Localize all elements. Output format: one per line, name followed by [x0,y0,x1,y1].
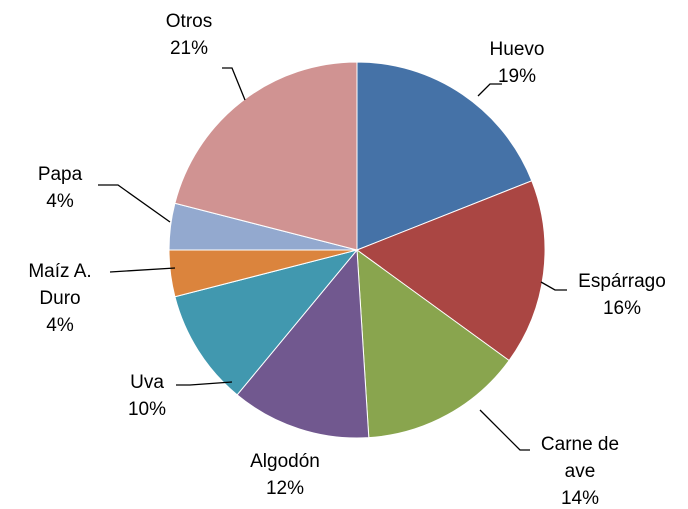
leader-line [479,409,530,451]
pie-slice [174,249,359,396]
slice-value: 14% [560,488,600,509]
slice-label: Uva 10% [107,369,187,423]
slice-name: Huevo [489,39,545,60]
slice-label: Papa 4% [20,161,100,215]
slice-label: Otros 21% [149,8,229,62]
slice-name: Papa [37,164,83,185]
pie-slice [356,248,510,439]
leader-line [98,184,171,223]
slice-value: 4% [46,315,74,336]
pie-slice [236,248,370,439]
slice-label: Maíz A. Duro 4% [15,258,105,339]
pie-slice [355,180,546,362]
slice-name: Carne de ave [540,434,620,482]
slice-label: Algodón 12% [230,448,340,502]
slice-value: 21% [169,38,209,59]
slice-name: Algodón [250,451,320,472]
pie-slice [356,61,533,251]
slice-name: Otros [165,11,213,32]
leader-line [222,67,246,101]
slice-label: Huevo 19% [467,36,567,90]
slice-value: 12% [265,478,305,499]
slice-label: Carne de ave 14% [525,431,635,509]
slice-value: 4% [46,191,74,212]
slice-name: Espárrago [578,271,666,292]
leader-line [109,267,176,273]
slice-value: 19% [497,66,537,87]
slice-label: Espárrago 16% [567,268,677,322]
pie-slice [174,61,358,251]
slice-value: 16% [602,298,642,319]
leader-line [176,381,233,386]
slice-name: Uva [130,372,164,393]
slice-value: 10% [127,399,167,420]
leader-line [477,83,502,97]
leader-line [540,281,567,291]
slice-name: Maíz A. Duro [28,261,92,309]
